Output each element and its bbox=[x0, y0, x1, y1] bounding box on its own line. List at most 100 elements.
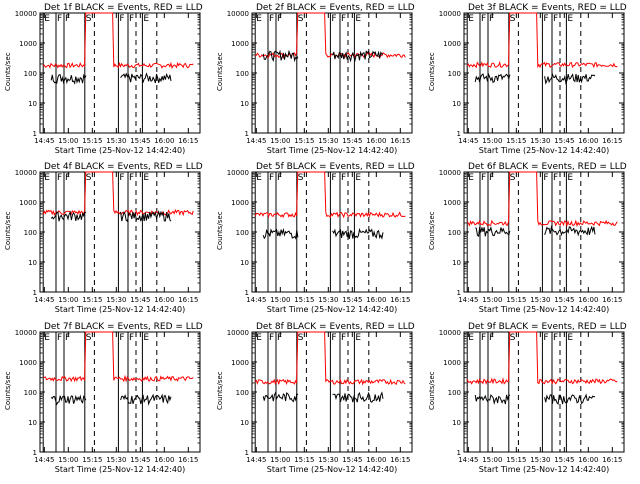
marker-label: F bbox=[65, 333, 70, 343]
marker-label: F bbox=[277, 173, 282, 183]
panel-title: Det 9f BLACK = Events, RED = LLD bbox=[468, 322, 627, 332]
x-tick-label: 16:00 bbox=[578, 137, 598, 145]
marker-label: F bbox=[269, 173, 274, 183]
lld-series-line bbox=[43, 331, 194, 383]
events-series-line bbox=[50, 210, 172, 223]
marker-label: E bbox=[256, 333, 262, 343]
events-series-line bbox=[50, 72, 172, 85]
x-tick-label: 14:45 bbox=[34, 137, 54, 145]
marker-label: S bbox=[86, 333, 92, 343]
marker-label: E bbox=[468, 14, 474, 24]
y-tick-label: 1 bbox=[245, 130, 249, 138]
x-tick-label: 14:45 bbox=[246, 296, 266, 304]
marker-label: S bbox=[298, 173, 304, 183]
x-tick-label: 16:00 bbox=[578, 296, 598, 304]
panel-title: Det 5f BLACK = Events, RED = LLD bbox=[256, 162, 415, 172]
x-tick-label: 15:45 bbox=[554, 456, 574, 464]
marker-label: F bbox=[331, 14, 336, 24]
marker-label: E bbox=[143, 173, 149, 183]
y-axis-label: Counts/sec bbox=[4, 371, 12, 410]
marker-label: F bbox=[277, 14, 282, 24]
marker-label: F bbox=[57, 14, 62, 24]
marker-label: E bbox=[468, 333, 474, 343]
y-tick-label: 1000 bbox=[19, 199, 37, 207]
events-series-line bbox=[262, 49, 384, 63]
x-tick-label: 16:15 bbox=[178, 296, 198, 304]
y-tick-label: 10000 bbox=[439, 329, 461, 337]
marker-label: F bbox=[269, 14, 274, 24]
y-tick-label: 1 bbox=[245, 449, 249, 457]
x-tick-label: 15:45 bbox=[130, 296, 150, 304]
events-series-line bbox=[262, 391, 384, 403]
marker-label: E bbox=[143, 333, 149, 343]
y-tick-label: 1 bbox=[33, 449, 37, 457]
y-tick-label: 10 bbox=[28, 100, 37, 108]
lld-series-line bbox=[42, 171, 194, 217]
panel-title: Det 4f BLACK = Events, RED = LLD bbox=[44, 162, 203, 172]
x-tick-label: 16:00 bbox=[578, 456, 598, 464]
lld-series-line bbox=[466, 171, 618, 228]
x-axis-label: Start Time (25-Nov-12 14:42:40) bbox=[55, 146, 185, 155]
y-tick-label: 1000 bbox=[443, 199, 461, 207]
x-tick-label: 15:30 bbox=[106, 296, 126, 304]
x-tick-label: 16:15 bbox=[602, 137, 622, 145]
marker-label: F bbox=[553, 173, 558, 183]
x-tick-label: 15:30 bbox=[530, 137, 550, 145]
y-tick-label: 100 bbox=[448, 70, 461, 78]
x-axis-label: Start Time (25-Nov-12 14:42:40) bbox=[479, 305, 609, 314]
x-tick-label: 16:15 bbox=[602, 456, 622, 464]
y-tick-label: 10 bbox=[240, 100, 249, 108]
y-tick-label: 1000 bbox=[443, 40, 461, 48]
x-tick-label: 15:15 bbox=[294, 296, 314, 304]
x-tick-label: 15:45 bbox=[554, 296, 574, 304]
marker-label: E bbox=[567, 173, 573, 183]
marker-label: F bbox=[489, 173, 494, 183]
panel-title: Det 1f BLACK = Events, RED = LLD bbox=[44, 3, 203, 13]
x-axis-label: Start Time (25-Nov-12 14:42:40) bbox=[267, 305, 397, 314]
x-tick-label: 16:00 bbox=[154, 296, 174, 304]
y-tick-label: 1000 bbox=[19, 359, 37, 367]
marker-label: E bbox=[143, 14, 149, 24]
x-tick-label: 15:00 bbox=[58, 456, 78, 464]
x-tick-label: 15:00 bbox=[270, 296, 290, 304]
x-tick-label: 16:15 bbox=[390, 137, 410, 145]
y-tick-label: 1000 bbox=[19, 40, 37, 48]
marker-label: E bbox=[256, 14, 262, 24]
y-tick-label: 10000 bbox=[439, 10, 461, 18]
marker-label: E bbox=[44, 173, 50, 183]
x-tick-label: 15:15 bbox=[294, 456, 314, 464]
x-tick-label: 15:45 bbox=[130, 137, 150, 145]
x-tick-label: 15:00 bbox=[482, 456, 502, 464]
panel-5: Det 5f BLACK = Events, RED = LLD Counts/s… bbox=[216, 162, 415, 314]
marker-label: E bbox=[468, 173, 474, 183]
panel-title: Det 3f BLACK = Events, RED = LLD bbox=[468, 3, 627, 13]
marker-label: E bbox=[567, 333, 573, 343]
marker-label: F bbox=[553, 14, 558, 24]
events-series-line bbox=[474, 72, 596, 86]
y-tick-label: 100 bbox=[448, 229, 461, 237]
marker-label: F bbox=[119, 14, 124, 24]
panel-2: Det 2f BLACK = Events, RED = LLD Counts/s… bbox=[216, 3, 415, 155]
marker-label: F bbox=[543, 333, 548, 343]
y-tick-label: 1 bbox=[33, 289, 37, 297]
marker-label: F bbox=[57, 173, 62, 183]
x-axis-label: Start Time (25-Nov-12 14:42:40) bbox=[55, 465, 185, 474]
x-tick-label: 15:45 bbox=[342, 296, 362, 304]
marker-label: E bbox=[355, 14, 361, 24]
marker-label: S bbox=[510, 173, 516, 183]
panel-3: Det 3f BLACK = Events, RED = LLD Counts/s… bbox=[428, 3, 627, 155]
panel-4: Det 4f BLACK = Events, RED = LLD Counts/s… bbox=[4, 162, 203, 314]
marker-label: F bbox=[341, 14, 346, 24]
y-tick-label: 100 bbox=[24, 229, 37, 237]
panel-title: Det 6f BLACK = Events, RED = LLD bbox=[468, 162, 627, 172]
y-tick-label: 10000 bbox=[227, 169, 249, 177]
marker-label: F bbox=[269, 333, 274, 343]
y-tick-label: 10000 bbox=[227, 10, 249, 18]
y-tick-label: 10 bbox=[240, 419, 249, 427]
x-tick-label: 15:15 bbox=[82, 137, 102, 145]
y-axis-label: Counts/sec bbox=[216, 371, 224, 410]
marker-label: F bbox=[129, 173, 134, 183]
x-tick-label: 15:30 bbox=[106, 137, 126, 145]
marker-label: F bbox=[543, 173, 548, 183]
y-tick-label: 10000 bbox=[15, 169, 37, 177]
